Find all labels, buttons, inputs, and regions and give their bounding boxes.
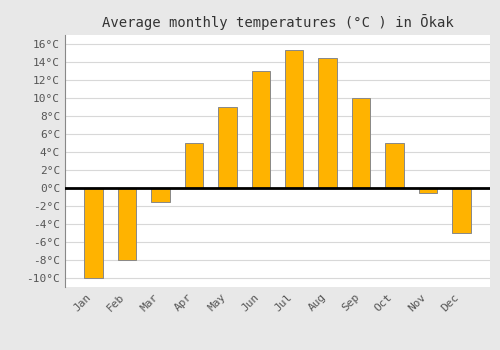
Bar	[218, 107, 236, 188]
Bar	[285, 50, 304, 188]
Bar	[352, 98, 370, 188]
Bar	[452, 188, 470, 233]
Title: Average monthly temperatures (°C ) in Ōkak: Average monthly temperatures (°C ) in Ōk…	[102, 14, 454, 30]
Bar	[84, 188, 102, 278]
Bar	[318, 57, 337, 188]
Bar	[118, 188, 136, 260]
Bar	[419, 188, 437, 193]
Bar	[252, 71, 270, 188]
Bar	[151, 188, 170, 202]
Bar	[184, 143, 203, 188]
Bar	[386, 143, 404, 188]
